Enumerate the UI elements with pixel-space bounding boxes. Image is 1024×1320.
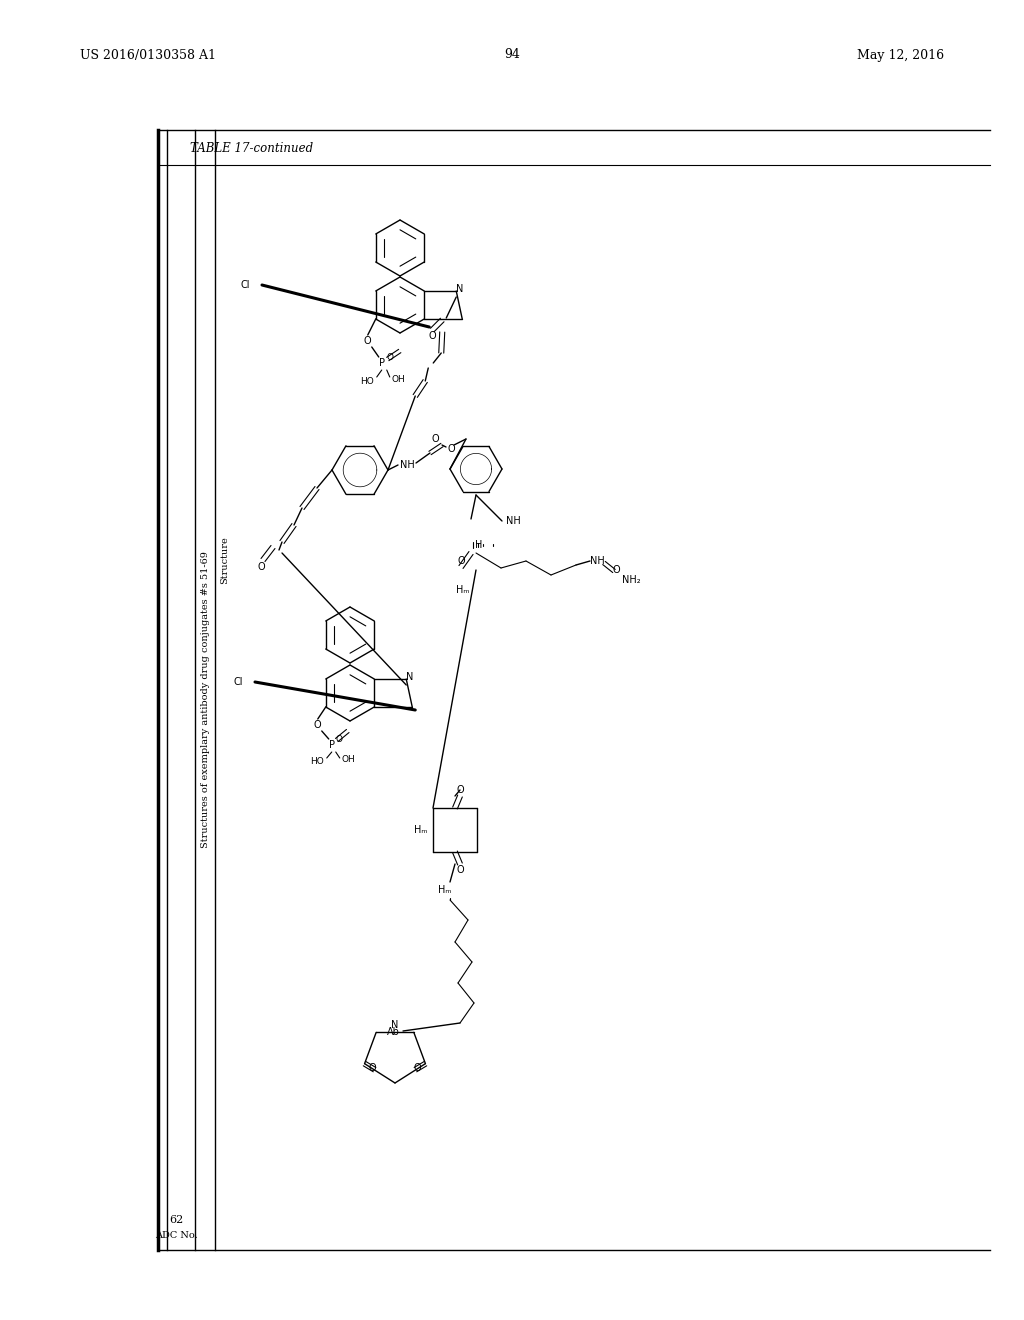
Text: O: O [369, 1063, 377, 1073]
Text: N: N [406, 672, 413, 682]
Text: O: O [612, 565, 620, 576]
Text: NH: NH [506, 516, 521, 525]
Text: O: O [364, 337, 372, 346]
Text: P: P [329, 741, 335, 750]
Text: ADC No.: ADC No. [155, 1230, 198, 1239]
Text: O: O [335, 735, 342, 744]
Text: Cl: Cl [241, 280, 250, 290]
Text: P: P [379, 358, 385, 368]
Text: NH: NH [590, 556, 605, 566]
Text: Hₘ: Hₘ [457, 585, 470, 595]
Text: OH: OH [342, 755, 355, 764]
Text: OH: OH [392, 375, 406, 384]
Text: HO: HO [360, 376, 374, 385]
Text: Hₘ: Hₘ [438, 884, 452, 895]
Text: N: N [456, 284, 463, 294]
Text: May 12, 2016: May 12, 2016 [857, 49, 944, 62]
Text: 62: 62 [169, 1214, 183, 1225]
Text: H: H [475, 540, 482, 550]
Text: US 2016/0130358 A1: US 2016/0130358 A1 [80, 49, 216, 62]
Text: TABLE 17-continued: TABLE 17-continued [190, 141, 313, 154]
Text: O: O [431, 434, 439, 444]
Text: N: N [391, 1020, 398, 1030]
Text: HO: HO [310, 758, 324, 767]
Text: O: O [457, 556, 465, 566]
Text: O: O [456, 865, 464, 875]
Text: O: O [314, 719, 322, 730]
Text: O: O [428, 331, 436, 341]
Text: O: O [456, 785, 464, 795]
Text: O: O [414, 1063, 421, 1073]
Text: O: O [386, 354, 393, 363]
Text: Structure: Structure [220, 536, 229, 583]
Text: Ab: Ab [387, 1027, 399, 1038]
Text: Structures of exemplary antibody drug conjugates #s 51-69: Structures of exemplary antibody drug co… [201, 552, 210, 849]
Text: NH₂: NH₂ [622, 576, 641, 585]
Text: O: O [257, 562, 265, 572]
Text: 94: 94 [504, 49, 520, 62]
Text: Hₘ: Hₘ [415, 825, 428, 836]
Text: NH: NH [400, 459, 415, 470]
Text: O: O [449, 444, 456, 454]
Text: Cl: Cl [233, 677, 243, 686]
